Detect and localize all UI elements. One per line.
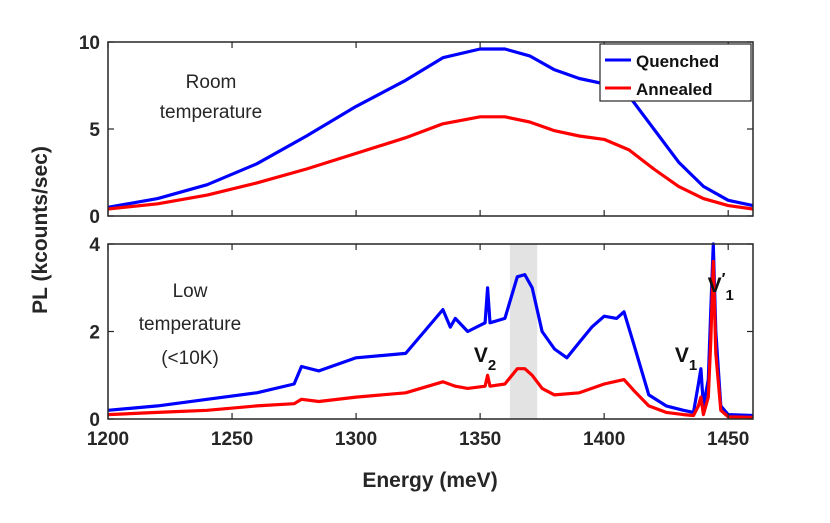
x-tick-label: 1350 [459,429,501,450]
peak-label: V2 [474,344,496,374]
legend: Quenched Annealed [599,43,752,102]
x-tick-label: 1300 [335,429,377,450]
bottom-ticks: 1200 1250 1300 1350 1400 1450 0 2 4 [87,235,753,450]
series-line-annealed-top [107,115,754,211]
peak-label: V1 [675,344,697,374]
x-tick-label: 1400 [583,429,625,450]
x-tick-label: 1450 [707,429,749,450]
bottom-panel: 1200 1250 1300 1350 1400 1450 0 2 4 Low temperat… [87,235,754,450]
bottom-annotation-line-3: (<10K) [161,348,219,369]
legend-label-quenched: Quenched [636,52,719,71]
y-tick-label: 4 [89,235,100,256]
y-tick-label: 0 [89,207,100,228]
x-axis-label: Energy (meV) [362,469,497,492]
y-tick-label: 2 [89,323,100,344]
x-tick-label: 1250 [211,429,253,450]
bottom-annotation-line-1: Low [173,281,208,302]
top-annotation-line-2: temperature [160,102,262,123]
y-tick-label: 5 [89,120,100,141]
y-tick-label: 0 [89,410,100,431]
shaded-region [509,244,538,419]
top-series-group [107,47,754,211]
peak-label: V′1 [708,271,734,304]
top-ticks: 0 5 10 [79,33,753,228]
top-annotation-line-1: Room [186,72,237,93]
series-line-quenched-top [107,47,754,209]
x-tick-label: 1200 [87,429,129,450]
bottom-annotation-line-2: temperature [139,314,241,335]
series-line-annealed-bottom [107,259,754,419]
legend-box [599,43,752,102]
peak-labels: V2 V1 V′1 [474,271,734,374]
top-panel: 0 5 10 Room temperature Quenched Annealed [79,33,754,228]
legend-label-annealed: Annealed [636,80,713,99]
y-axis-label: PL (kcounts/sec) [29,146,52,314]
y-tick-label: 10 [79,33,100,54]
bottom-series-group [107,242,754,419]
